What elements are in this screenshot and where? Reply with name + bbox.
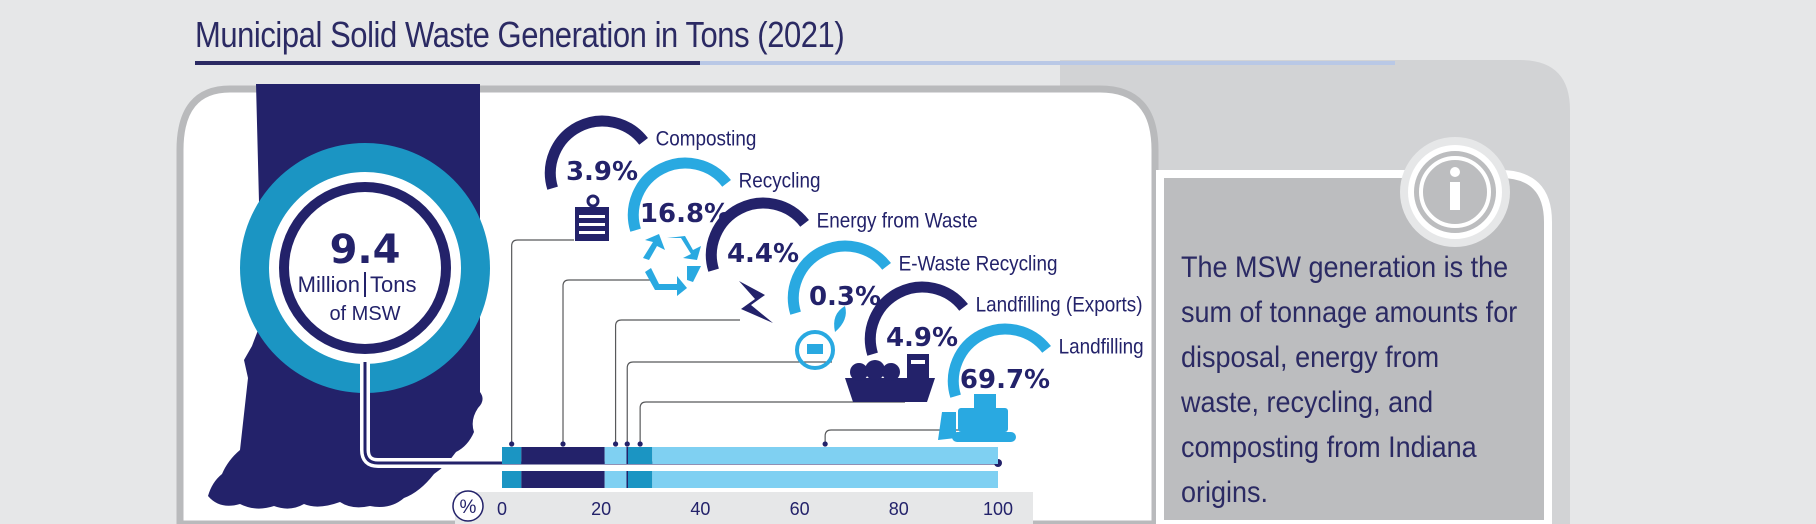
category-label-4: E-Waste Recycling — [899, 253, 1058, 276]
leader-line-4 — [626, 361, 832, 444]
bar-segment-2-1 — [502, 471, 522, 488]
bar-segment-2-4 — [626, 471, 628, 488]
category-label-6: Landfilling — [1059, 336, 1144, 359]
category-percent-1: 3.9% — [566, 157, 638, 187]
total-unit-million: Million — [298, 272, 360, 297]
bar-segment-2-3 — [604, 471, 627, 488]
recycle-icon — [643, 234, 701, 296]
total-donut-center — [289, 192, 441, 344]
bar-segment-1-6 — [652, 447, 998, 464]
category-label-5: Landfilling (Exports) — [976, 294, 1143, 317]
badge-arc-1 — [544, 115, 648, 190]
cargo-ship-icon — [845, 354, 935, 402]
leader-line-3 — [614, 319, 740, 444]
leader-line-1 — [511, 239, 574, 444]
leader-dot-4 — [624, 441, 630, 447]
info-description: The MSW generation is the sum of tonnage… — [1181, 251, 1518, 509]
bar-segment-1-1 — [502, 447, 522, 464]
category-label-2: Recycling — [739, 170, 821, 193]
category-percent-6: 69.7% — [960, 365, 1050, 395]
leader-line-6 — [824, 429, 960, 444]
bar-segment-1-4 — [626, 447, 628, 464]
category-label-1: Composting — [656, 128, 757, 151]
badge-arc-3 — [705, 197, 809, 272]
plug-leaf-icon — [795, 306, 846, 370]
total-value: 9.4 — [330, 227, 401, 273]
lightning-bolt-icon — [739, 281, 773, 323]
leader-dot-1 — [509, 441, 515, 447]
badge-arc-6 — [947, 323, 1051, 398]
bar-segment-1-3 — [604, 447, 627, 464]
leader-dot-5 — [637, 441, 643, 447]
leader-dot-3 — [612, 441, 619, 447]
bar-segment-1-5 — [627, 447, 653, 464]
badge-arc-2 — [627, 157, 731, 232]
percent-unit-badge — [452, 490, 484, 522]
info-icon — [1400, 137, 1510, 247]
axis-tick-0: 0 — [497, 499, 507, 519]
total-unit-msw: of MSW — [329, 303, 400, 325]
axis-tick-60: 60 — [790, 499, 810, 519]
leader-dot-2 — [560, 441, 566, 447]
leader-line-5 — [639, 401, 905, 444]
bar-segment-1-2 — [521, 447, 605, 464]
clipboard-bin-icon — [575, 194, 609, 241]
category-label-3: Energy from Waste — [817, 210, 978, 233]
badge-arc-4 — [787, 240, 891, 315]
leader-lines — [509, 239, 960, 447]
bar-segment-2-2 — [521, 471, 605, 488]
percent-axis: % 0 20 40 60 80 100 — [452, 490, 1033, 524]
axis-strip — [455, 492, 1033, 524]
total-unit-tons: Tons — [370, 272, 416, 297]
axis-tick-40: 40 — [690, 499, 710, 519]
category-percent-5: 4.9% — [886, 323, 958, 353]
axis-tick-100: 100 — [983, 499, 1013, 519]
axis-tick-80: 80 — [889, 499, 909, 519]
page-title: Municipal Solid Waste Generation in Tons… — [195, 14, 845, 55]
bulldozer-icon — [938, 394, 1016, 442]
donut-connector — [363, 362, 998, 465]
axis-unit-symbol: % — [460, 497, 477, 518]
leader-dot-6 — [822, 441, 828, 447]
category-percent-3: 4.4% — [727, 239, 799, 269]
bar-segment-2-5 — [627, 471, 653, 488]
badge-arc-5 — [864, 281, 968, 356]
bar-segment-2-6 — [652, 471, 998, 488]
leader-line-2 — [562, 279, 650, 444]
stacked-bars — [502, 447, 998, 488]
axis-tick-20: 20 — [591, 499, 611, 519]
